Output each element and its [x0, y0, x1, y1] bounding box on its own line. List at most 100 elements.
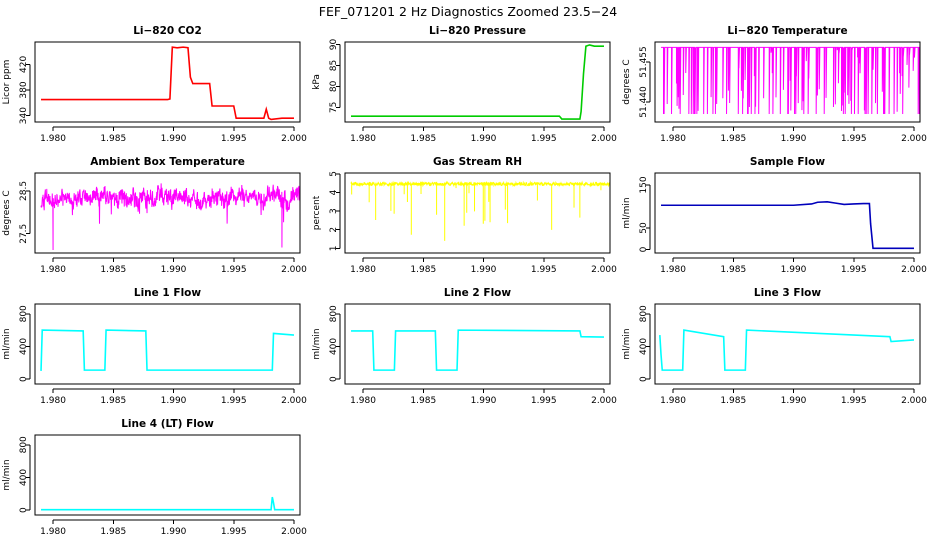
y-tick-label: 27.5: [19, 224, 29, 244]
y-tick-label: 75: [329, 102, 339, 113]
x-tick-label: 1.985: [410, 396, 436, 406]
y-tick-label: 0: [19, 507, 29, 513]
y-axis-label: ml/min: [2, 328, 12, 359]
plot-box: [344, 303, 611, 385]
y-axis: 0 400 800: [639, 305, 651, 382]
y-axis-label: degrees C: [622, 59, 632, 104]
x-tick-label: 1.990: [471, 134, 497, 144]
x-tick-label: 1.985: [410, 134, 436, 144]
y-tick-label: 800: [639, 305, 649, 322]
x-tick-label: 1.990: [471, 265, 497, 275]
x-axis: 1.980 1.985 1.990 1.995 2.000: [350, 257, 617, 275]
x-tick-label: 1.990: [161, 396, 187, 406]
x-tick-label: 1.980: [660, 396, 686, 406]
panel-3: Li−820 Temperature 1.980 1.985 1.990 1.995 2.…: [622, 25, 927, 144]
plot-box: [34, 303, 301, 385]
x-tick-label: 1.985: [720, 265, 746, 275]
x-tick-label: 2.000: [591, 396, 617, 406]
plot-box: [654, 172, 921, 254]
x-tick-label: 1.980: [660, 265, 686, 275]
data-trace: [351, 44, 604, 120]
y-tick-label: 380: [19, 81, 29, 98]
x-tick-label: 2.000: [591, 134, 617, 144]
x-tick-label: 1.995: [841, 265, 867, 275]
y-tick-label: 0: [639, 246, 649, 252]
x-axis: 1.980 1.985 1.990 1.995 2.000: [660, 257, 927, 275]
y-axis: 0 400 800: [19, 305, 31, 382]
plot-box: [344, 172, 611, 254]
panel-title: Gas Stream RH: [433, 156, 522, 168]
panel-1: Li−820 CO2 1.980 1.985 1.990 1.995 2.000 340 38…: [2, 25, 307, 144]
y-axis: 1 2 3 4 5: [329, 171, 341, 251]
x-tick-label: 2.000: [281, 396, 307, 406]
x-tick-label: 1.980: [660, 134, 686, 144]
data-trace: [661, 46, 920, 115]
x-tick-label: 1.980: [40, 134, 66, 144]
panel-8: Line 2 Flow 1.980 1.985 1.990 1.995 2.000 0 400…: [312, 287, 617, 406]
x-tick-label: 1.985: [720, 396, 746, 406]
x-tick-label: 1.990: [161, 265, 187, 275]
x-tick-label: 1.985: [410, 265, 436, 275]
x-tick-label: 1.995: [221, 396, 247, 406]
x-tick-label: 1.995: [531, 265, 557, 275]
y-tick-label: 400: [639, 338, 649, 355]
y-tick-label: 340: [19, 107, 29, 124]
x-tick-label: 1.980: [350, 396, 376, 406]
y-axis-label: percent: [312, 195, 322, 230]
y-axis-label: ml/min: [2, 459, 12, 490]
plot-box: [654, 303, 921, 385]
x-tick-label: 1.985: [100, 134, 126, 144]
plot-box: [34, 172, 301, 254]
y-tick-label: 800: [19, 436, 29, 453]
x-axis: 1.980 1.985 1.990 1.995 2.000: [40, 388, 307, 406]
y-axis-label: ml/min: [622, 197, 632, 228]
y-axis-label: degrees C: [2, 190, 12, 235]
panel-title: Line 3 Flow: [754, 287, 821, 299]
y-axis: 0 50 150: [639, 176, 651, 252]
data-trace: [661, 201, 914, 250]
panel-5: Gas Stream RH 1.980 1.985 1.990 1.995 2.000 1 2…: [312, 156, 617, 275]
y-tick-label: 5: [329, 171, 339, 177]
x-tick-label: 1.990: [781, 134, 807, 144]
y-axis: 27.5 28.5: [19, 181, 31, 244]
x-tick-label: 1.990: [161, 527, 187, 537]
x-tick-label: 1.980: [350, 134, 376, 144]
x-tick-label: 1.980: [40, 396, 66, 406]
panel-title: Li−820 Pressure: [429, 25, 526, 37]
x-tick-label: 2.000: [281, 527, 307, 537]
y-tick-label: 2: [329, 227, 339, 233]
data-trace: [40, 183, 300, 251]
x-axis: 1.980 1.985 1.990 1.995 2.000: [660, 126, 927, 144]
data-trace: [351, 329, 604, 371]
x-tick-label: 1.985: [100, 265, 126, 275]
panel-7: Line 1 Flow 1.980 1.985 1.990 1.995 2.000 0 400…: [2, 287, 307, 406]
x-tick-label: 2.000: [281, 134, 307, 144]
x-axis: 1.980 1.985 1.990 1.995 2.000: [40, 126, 307, 144]
x-tick-label: 2.000: [281, 265, 307, 275]
panel-title: Li−820 Temperature: [727, 25, 847, 37]
panel-6: Sample Flow 1.980 1.985 1.990 1.995 2.000 0 50 1…: [622, 156, 927, 275]
x-tick-label: 1.995: [221, 527, 247, 537]
panel-9: Line 3 Flow 1.980 1.985 1.990 1.995 2.000 0 400…: [622, 287, 927, 406]
data-trace: [350, 180, 610, 241]
x-tick-label: 1.995: [531, 134, 557, 144]
data-trace: [41, 46, 294, 121]
plot-box: [34, 434, 301, 516]
y-tick-label: 51.455: [639, 46, 649, 78]
x-tick-label: 1.995: [841, 134, 867, 144]
plot-box: [34, 41, 301, 123]
y-tick-label: 0: [19, 376, 29, 382]
y-tick-label: 90: [329, 39, 339, 51]
x-tick-label: 1.990: [471, 396, 497, 406]
y-tick-label: 28.5: [19, 181, 29, 201]
data-trace: [41, 496, 294, 511]
x-tick-label: 1.985: [720, 134, 746, 144]
y-tick-label: 3: [329, 208, 339, 214]
y-tick-label: 800: [19, 305, 29, 322]
y-axis-label: kPa: [312, 74, 322, 90]
y-axis: 0 400 800: [19, 436, 31, 513]
x-tick-label: 1.995: [221, 265, 247, 275]
panel-10: Line 4 (LT) Flow 1.980 1.985 1.990 1.995 2.00…: [2, 418, 307, 537]
plot-box: [654, 41, 921, 123]
